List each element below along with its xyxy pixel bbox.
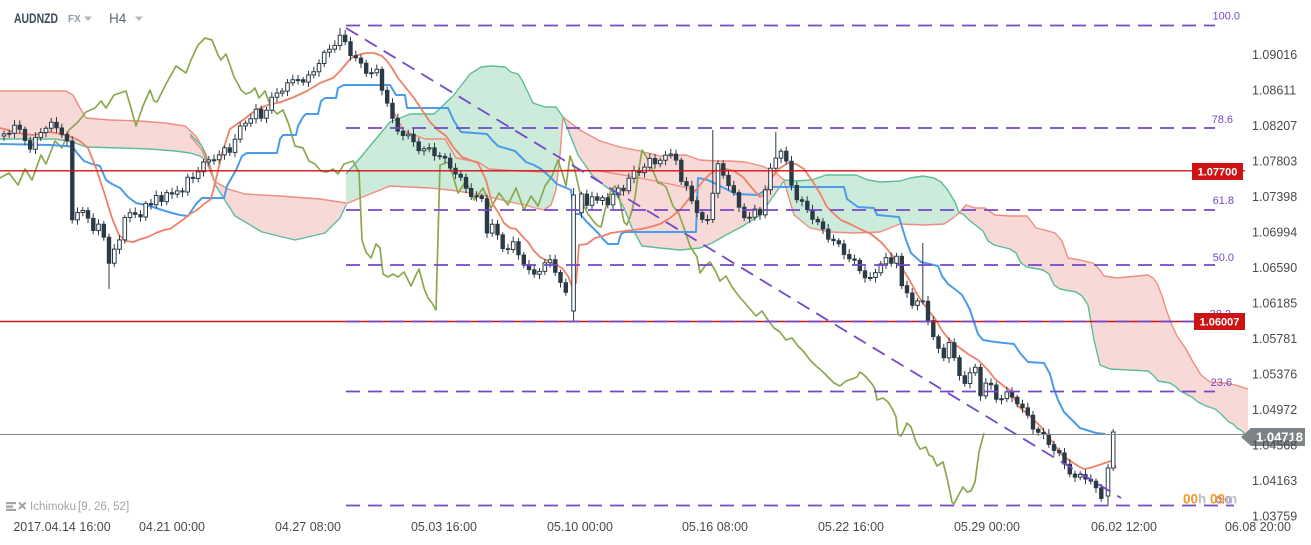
svg-text:1.05781: 1.05781 — [1252, 332, 1297, 346]
svg-text:1.06994: 1.06994 — [1252, 226, 1297, 240]
svg-text:2017.04.14 16:00: 2017.04.14 16:00 — [13, 520, 110, 534]
svg-text:1.08207: 1.08207 — [1252, 119, 1297, 133]
svg-text:1.04718: 1.04718 — [1256, 430, 1303, 445]
svg-text:61.8: 61.8 — [1213, 195, 1234, 207]
svg-text:1.09016: 1.09016 — [1252, 48, 1297, 62]
svg-text:23.6: 23.6 — [1211, 377, 1232, 389]
svg-text:04.21 00:00: 04.21 00:00 — [139, 520, 205, 534]
svg-text:05.10 00:00: 05.10 00:00 — [547, 520, 613, 534]
svg-text:1.06185: 1.06185 — [1252, 297, 1297, 311]
svg-text:FX: FX — [68, 14, 81, 25]
svg-text:H4: H4 — [109, 11, 127, 26]
svg-text:1.07803: 1.07803 — [1252, 155, 1297, 169]
svg-text:05.03 16:00: 05.03 16:00 — [411, 520, 477, 534]
svg-text:Ichimoku: Ichimoku — [30, 501, 76, 513]
svg-text:50.0: 50.0 — [1213, 252, 1234, 264]
svg-text:06.02 12:00: 06.02 12:00 — [1091, 520, 1157, 534]
svg-text:00h 09m: 00h 09m — [1183, 492, 1237, 507]
svg-text:[9, 26, 52]: [9, 26, 52] — [78, 501, 129, 513]
svg-text:1.07700: 1.07700 — [1198, 167, 1238, 179]
svg-text:1.04163: 1.04163 — [1252, 474, 1297, 488]
svg-text:1.05376: 1.05376 — [1252, 368, 1297, 382]
svg-text:0.0: 0.0 — [1216, 495, 1231, 507]
svg-text:1.03759: 1.03759 — [1252, 510, 1297, 524]
svg-text:100.0: 100.0 — [1212, 11, 1240, 23]
svg-text:1.04568: 1.04568 — [1252, 439, 1297, 453]
svg-text:05.22 16:00: 05.22 16:00 — [818, 520, 884, 534]
svg-text:1.08611: 1.08611 — [1252, 84, 1296, 98]
svg-text:78.6: 78.6 — [1212, 114, 1233, 126]
svg-text:1.04972: 1.04972 — [1252, 403, 1297, 417]
svg-text:04.27 08:00: 04.27 08:00 — [275, 520, 341, 534]
svg-text:1.06007: 1.06007 — [1200, 317, 1240, 329]
svg-text:AUDNZD: AUDNZD — [14, 11, 58, 26]
svg-text:05.29 00:00: 05.29 00:00 — [954, 520, 1020, 534]
svg-text:06.08 20:00: 06.08 20:00 — [1225, 520, 1291, 534]
svg-text:05.16 08:00: 05.16 08:00 — [682, 520, 748, 534]
svg-text:1.06590: 1.06590 — [1252, 261, 1297, 275]
svg-text:1.07398: 1.07398 — [1252, 190, 1297, 204]
